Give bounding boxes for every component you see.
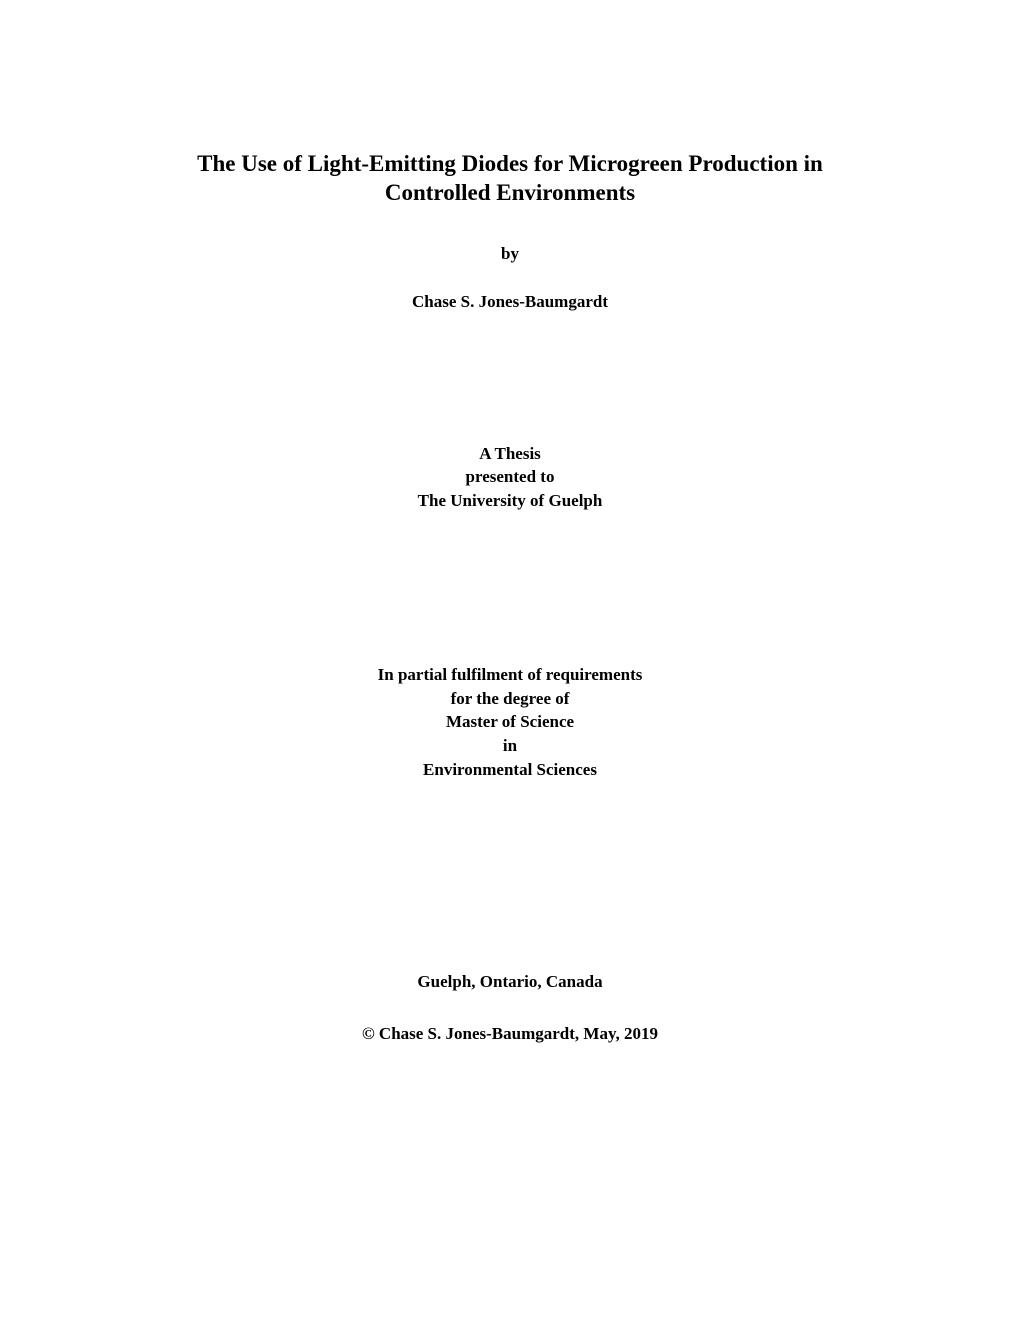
fulfilment-line-1: In partial fulfilment of requirements [120, 663, 900, 687]
fulfilment-line-4: in [120, 734, 900, 758]
fulfilment-line-2: for the degree of [120, 687, 900, 711]
location: Guelph, Ontario, Canada [120, 972, 900, 992]
thesis-title: The Use of Light-Emitting Diodes for Mic… [120, 150, 900, 208]
presented-line-1: A Thesis [120, 442, 900, 466]
author-name: Chase S. Jones-Baumgardt [120, 292, 900, 312]
fulfilment-block: In partial fulfilment of requirements fo… [120, 663, 900, 782]
presented-line-2: presented to [120, 465, 900, 489]
fulfilment-line-3: Master of Science [120, 710, 900, 734]
thesis-title-page: The Use of Light-Emitting Diodes for Mic… [120, 150, 900, 1044]
fulfilment-line-5: Environmental Sciences [120, 758, 900, 782]
presented-line-3: The University of Guelph [120, 489, 900, 513]
presented-block: A Thesis presented to The University of … [120, 442, 900, 513]
by-label: by [120, 244, 900, 264]
title-line-1: The Use of Light-Emitting Diodes for Mic… [120, 150, 900, 179]
copyright: © Chase S. Jones-Baumgardt, May, 2019 [120, 1024, 900, 1044]
title-line-2: Controlled Environments [120, 179, 900, 208]
